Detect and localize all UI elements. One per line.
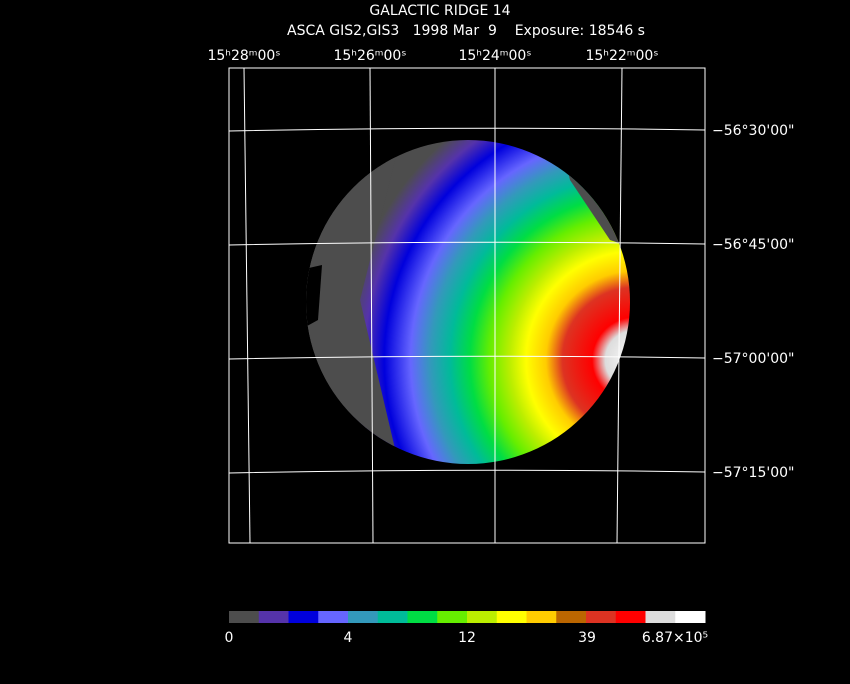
colorbar-segment xyxy=(556,611,587,623)
colorbar-label: 6.87×10⁵ xyxy=(642,630,708,646)
colorbar-segment xyxy=(318,611,349,623)
colorbar-segment xyxy=(496,611,527,623)
dec-label: −57°15'00" xyxy=(712,465,794,481)
dec-label: −56°45'00" xyxy=(712,237,794,253)
colorbar-label: 4 xyxy=(344,630,353,646)
colorbar-label: 0 xyxy=(225,630,234,646)
ra-label: 15ʰ26ᵐ00ˢ xyxy=(333,48,406,64)
colorbar-segment xyxy=(377,611,408,623)
colorbar-segment xyxy=(437,611,468,623)
colorbar-segment xyxy=(467,611,498,623)
colorbar-segment xyxy=(645,611,676,623)
frame xyxy=(228,67,706,544)
ra-label: 15ʰ22ᵐ00ˢ xyxy=(585,48,658,64)
title: GALACTIC RIDGE 14 xyxy=(369,3,510,19)
colorbar-segment xyxy=(675,611,706,623)
colorbar-segment xyxy=(288,611,319,623)
colorbar: 0 4 12 39 6.87×10⁵ xyxy=(225,611,708,646)
colorbar-segment xyxy=(615,611,646,623)
colorbar-segment xyxy=(586,611,617,623)
colorbar-label: 12 xyxy=(458,630,476,646)
dec-labels: −56°30'00" −56°45'00" −57°00'00" −57°15'00" xyxy=(712,123,794,481)
colorbar-segment xyxy=(526,611,557,623)
coordinate-grid xyxy=(228,67,706,544)
colorbar-label: 39 xyxy=(578,630,596,646)
colorbar-segment xyxy=(258,611,289,623)
dec-label: −56°30'00" xyxy=(712,123,794,139)
colorbar-segment xyxy=(407,611,438,623)
subtitle: ASCA GIS2,GIS3 1998 Mar 9 Exposure: 1854… xyxy=(287,23,645,39)
ra-label: 15ʰ24ᵐ00ˢ xyxy=(458,48,531,64)
colorbar-segment xyxy=(348,611,379,623)
dec-label: −57°00'00" xyxy=(712,351,794,367)
ra-label: 15ʰ28ᵐ00ˢ xyxy=(207,48,280,64)
ra-labels: 15ʰ28ᵐ00ˢ 15ʰ26ᵐ00ˢ 15ʰ24ᵐ00ˢ 15ʰ22ᵐ00ˢ xyxy=(207,48,658,64)
colorbar-segment xyxy=(229,611,260,623)
